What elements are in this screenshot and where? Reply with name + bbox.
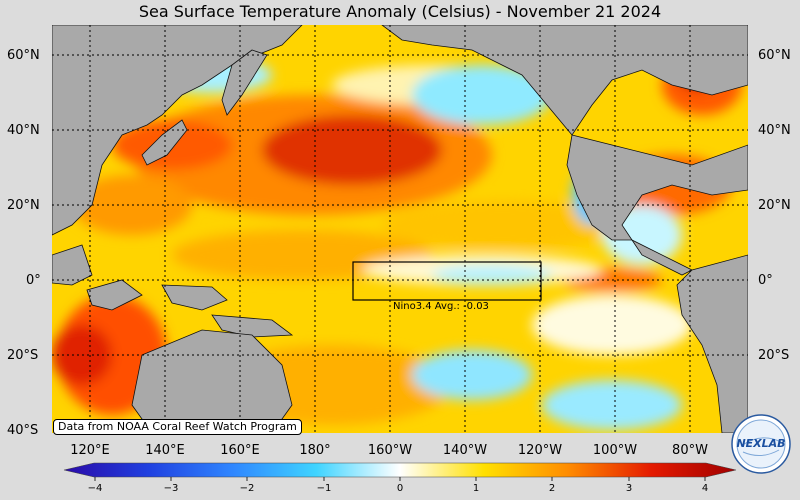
lat-label-eq-right: 0°	[758, 273, 773, 288]
land-masses	[52, 25, 748, 433]
colorbar-tick-neg3: −3	[163, 483, 179, 494]
lon-label-80w: 80°W	[672, 443, 708, 458]
map-title: Sea Surface Temperature Anomaly (Celsius…	[138, 2, 662, 21]
lat-label-20s-right: 20°S	[758, 348, 790, 363]
lon-label-100w: 100°W	[592, 443, 638, 458]
colorbar-tick-neg4: −4	[87, 483, 103, 494]
colorbar-tick-marks	[94, 477, 706, 481]
colorbar	[63, 462, 737, 481]
lon-label-160e: 160°E	[220, 443, 260, 458]
lat-label-40n-left: 40°N	[7, 123, 40, 138]
colorbar-tick-0: 0	[396, 483, 404, 494]
lon-label-120w: 120°W	[517, 443, 563, 458]
lat-label-60n-right: 60°N	[758, 48, 791, 63]
graticule	[52, 25, 748, 433]
lat-label-60n-left: 60°N	[7, 48, 40, 63]
colorbar-gradient	[63, 462, 737, 478]
nino34-label: Nino3.4 Avg.: -0.03	[393, 301, 489, 312]
nino34-box	[352, 261, 542, 301]
logo-text: NEXLAB	[736, 437, 785, 450]
lon-label-140w: 140°W	[442, 443, 488, 458]
lat-label-20s-left: 20°S	[7, 348, 39, 363]
lon-label-120e: 120°E	[70, 443, 110, 458]
lon-label-160w: 160°W	[367, 443, 413, 458]
lon-label-180: 180°	[299, 443, 331, 458]
colorbar-tick-neg1: −1	[316, 483, 332, 494]
nexlab-logo: NEXLAB	[731, 414, 791, 474]
lat-label-40s-left: 40°S	[7, 423, 39, 438]
colorbar-tick-3: 3	[625, 483, 633, 494]
data-credit: Data from NOAA Coral Reef Watch Program	[53, 419, 302, 435]
lat-label-eq-left: 0°	[26, 273, 41, 288]
lat-label-20n-left: 20°N	[7, 198, 40, 213]
colorbar-tick-2: 2	[548, 483, 556, 494]
colorbar-tick-neg2: −2	[239, 483, 255, 494]
sst-anomaly-map	[52, 25, 748, 433]
colorbar-tick-1: 1	[472, 483, 480, 494]
lat-label-40n-right: 40°N	[758, 123, 791, 138]
lat-label-20n-right: 20°N	[758, 198, 791, 213]
lon-label-140e: 140°E	[145, 443, 185, 458]
colorbar-tick-4: 4	[701, 483, 709, 494]
